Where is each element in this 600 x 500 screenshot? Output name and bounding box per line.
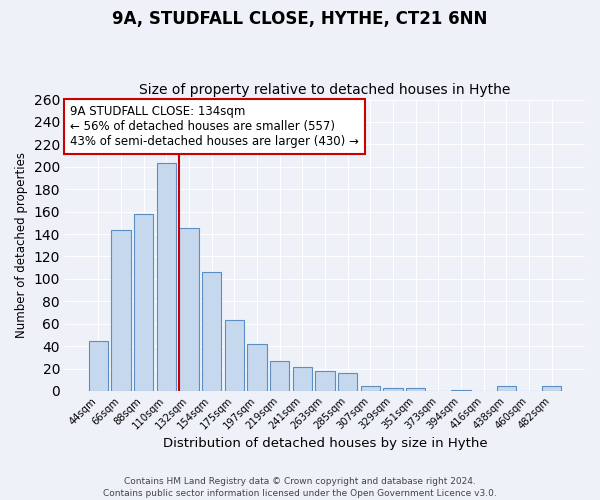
Bar bbox=[247, 344, 266, 391]
Text: Contains HM Land Registry data © Crown copyright and database right 2024.
Contai: Contains HM Land Registry data © Crown c… bbox=[103, 476, 497, 498]
Text: 9A STUDFALL CLOSE: 134sqm
← 56% of detached houses are smaller (557)
43% of semi: 9A STUDFALL CLOSE: 134sqm ← 56% of detac… bbox=[70, 106, 359, 148]
Bar bbox=[451, 390, 470, 391]
Bar bbox=[202, 272, 221, 391]
Bar bbox=[497, 386, 516, 391]
Bar bbox=[89, 340, 108, 391]
Bar bbox=[361, 386, 380, 391]
X-axis label: Distribution of detached houses by size in Hythe: Distribution of detached houses by size … bbox=[163, 437, 487, 450]
Bar bbox=[134, 214, 153, 391]
Bar bbox=[157, 164, 176, 391]
Bar bbox=[111, 230, 131, 391]
Bar bbox=[406, 388, 425, 391]
Bar bbox=[383, 388, 403, 391]
Bar bbox=[179, 228, 199, 391]
Bar bbox=[316, 371, 335, 391]
Bar bbox=[293, 368, 312, 391]
Bar bbox=[224, 320, 244, 391]
Text: 9A, STUDFALL CLOSE, HYTHE, CT21 6NN: 9A, STUDFALL CLOSE, HYTHE, CT21 6NN bbox=[112, 10, 488, 28]
Bar bbox=[270, 360, 289, 391]
Title: Size of property relative to detached houses in Hythe: Size of property relative to detached ho… bbox=[139, 83, 511, 97]
Bar bbox=[338, 373, 357, 391]
Y-axis label: Number of detached properties: Number of detached properties bbox=[15, 152, 28, 338]
Bar bbox=[542, 386, 562, 391]
